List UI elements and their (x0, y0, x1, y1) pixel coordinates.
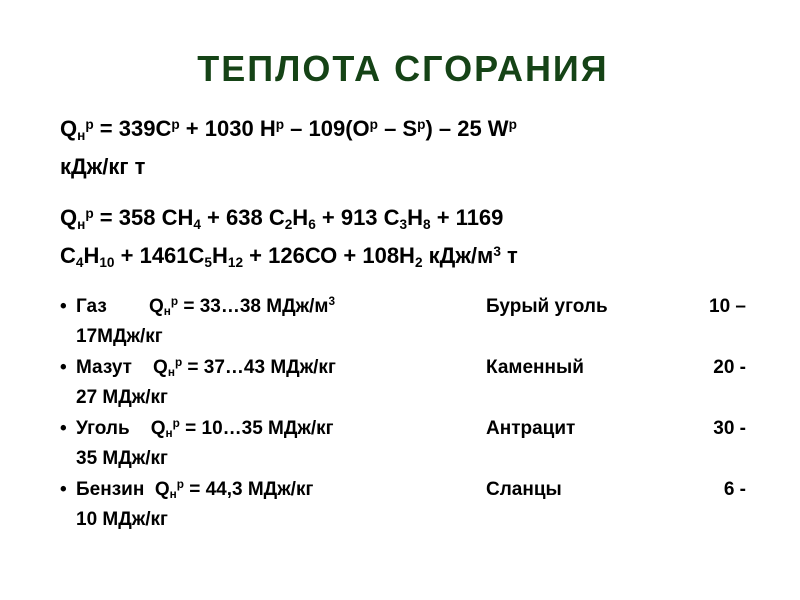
fuel-right-name: Сланцы (486, 476, 724, 505)
fuel-right-value: 10 – (709, 293, 746, 322)
fuel-spill-line: 27 МДж/кг (76, 384, 746, 413)
bullet-icon: • (60, 476, 76, 505)
fuel-right: Сланцы6 - (486, 476, 746, 505)
fuel-row: •Уголь Qнр = 10…35 МДж/кгАнтрацит30 - (60, 415, 746, 444)
fuel-right-value: 6 - (724, 476, 746, 505)
fuel-right-name: Антрацит (486, 415, 713, 444)
fuel-right: Бурый уголь10 – (486, 293, 746, 322)
slide-title: ТЕПЛОТА СГОРАНИЯ (60, 48, 746, 90)
fuel-row: •Газ Qнр = 33…38 МДж/м3Бурый уголь10 – (60, 293, 746, 322)
fuel-right-name: Каменный (486, 354, 713, 383)
fuel-row: •Мазут Qнр = 37…43 МДж/кгКаменный20 - (60, 354, 746, 383)
fuel-values-list: •Газ Qнр = 33…38 МДж/м3Бурый уголь10 –17… (60, 293, 746, 535)
fuel-right-value: 30 - (713, 415, 746, 444)
formula2-line2: С4Н10 + 1461С5Н12 + 126СО + 108Н2 кДж/м3… (60, 241, 746, 271)
fuel-spill-line: 17МДж/кг (76, 323, 746, 352)
bullet-icon: • (60, 293, 76, 322)
fuel-left: Бензин Qнр = 44,3 МДж/кг (76, 476, 486, 505)
formula-solid-fuel: Qнр = 339Cр + 1030 Hр – 109(Oр – Sр) – 2… (60, 114, 746, 181)
fuel-right-value: 20 - (713, 354, 746, 383)
slide: ТЕПЛОТА СГОРАНИЯ Qнр = 339Cр + 1030 Hр –… (0, 0, 800, 600)
formula-gas-fuel: Qнр = 358 СН4 + 638 С2Н6 + 913 С3Н8 + 11… (60, 203, 746, 270)
fuel-right-name: Бурый уголь (486, 293, 709, 322)
formula1-line1: Qнр = 339Cр + 1030 Hр – 109(Oр – Sр) – 2… (60, 114, 746, 144)
fuel-spill-line: 10 МДж/кг (76, 506, 746, 535)
fuel-right: Каменный20 - (486, 354, 746, 383)
fuel-left: Газ Qнр = 33…38 МДж/м3 (76, 293, 486, 322)
fuel-spill-line: 35 МДж/кг (76, 445, 746, 474)
fuel-left: Мазут Qнр = 37…43 МДж/кг (76, 354, 486, 383)
bullet-icon: • (60, 415, 76, 444)
fuel-right: Антрацит30 - (486, 415, 746, 444)
bullet-icon: • (60, 354, 76, 383)
formula2-line1: Qнр = 358 СН4 + 638 С2Н6 + 913 С3Н8 + 11… (60, 203, 746, 233)
fuel-row: •Бензин Qнр = 44,3 МДж/кгСланцы6 - (60, 476, 746, 505)
fuel-left: Уголь Qнр = 10…35 МДж/кг (76, 415, 486, 444)
formula1-line2: кДж/кг т (60, 152, 746, 182)
